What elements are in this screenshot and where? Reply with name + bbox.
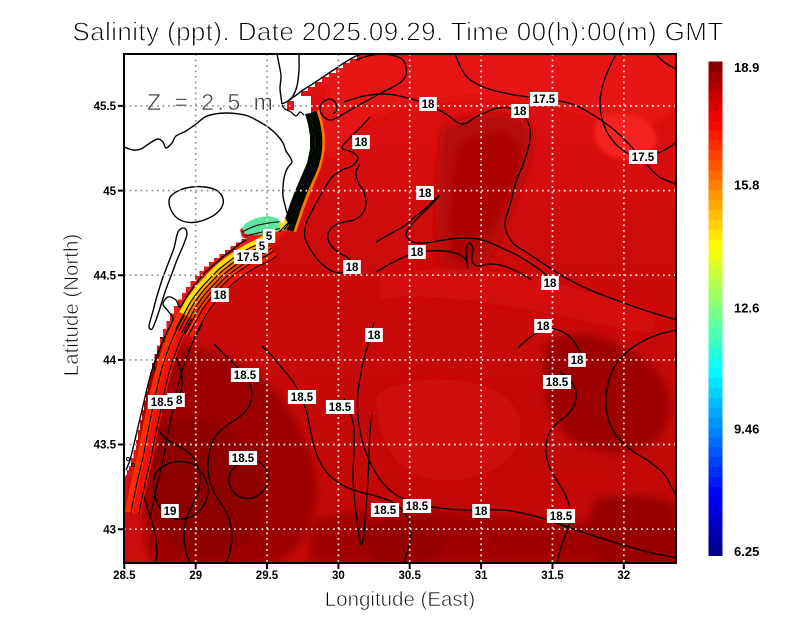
- svg-text:18: 18: [422, 99, 435, 111]
- svg-text:30.5: 30.5: [399, 570, 422, 582]
- svg-text:18.5: 18.5: [329, 402, 352, 414]
- svg-text:Latitude (North): Latitude (North): [60, 234, 83, 376]
- svg-text:32: 32: [617, 570, 630, 582]
- svg-text:28.5: 28.5: [113, 570, 136, 582]
- svg-text:18.5: 18.5: [232, 453, 255, 465]
- svg-text:44: 44: [103, 355, 116, 367]
- svg-text:44.5: 44.5: [94, 270, 117, 282]
- svg-text:43.5: 43.5: [94, 440, 117, 452]
- svg-text:17.5: 17.5: [237, 252, 260, 264]
- svg-text:5: 5: [259, 241, 266, 253]
- svg-text:18: 18: [571, 355, 584, 367]
- svg-text:45.5: 45.5: [94, 101, 117, 113]
- svg-text:Longitude (East): Longitude (East): [325, 588, 475, 611]
- svg-text:Z = 2.5 m: Z = 2.5 m: [147, 89, 276, 115]
- svg-text:17.5: 17.5: [533, 94, 556, 106]
- svg-text:29.5: 29.5: [256, 570, 279, 582]
- svg-text:6.25: 6.25: [734, 544, 759, 559]
- svg-text:15.8: 15.8: [734, 178, 759, 193]
- svg-text:18: 18: [419, 188, 432, 200]
- svg-text:9.46: 9.46: [734, 422, 759, 437]
- svg-text:45: 45: [103, 186, 116, 198]
- svg-text:18: 18: [544, 278, 557, 290]
- svg-text:18.9: 18.9: [734, 60, 759, 75]
- svg-text:30: 30: [332, 570, 345, 582]
- svg-text:18.5: 18.5: [550, 511, 573, 523]
- svg-text:18.5: 18.5: [406, 501, 429, 513]
- svg-text:18: 18: [514, 106, 527, 118]
- svg-text:12.6: 12.6: [734, 301, 759, 316]
- svg-text:18: 18: [411, 247, 424, 259]
- svg-text:18: 18: [355, 137, 368, 149]
- svg-text:18: 18: [346, 262, 359, 274]
- svg-text:5: 5: [266, 231, 273, 243]
- svg-text:18.5: 18.5: [151, 397, 174, 409]
- svg-text:18.5: 18.5: [234, 370, 257, 382]
- svg-text:18.5: 18.5: [291, 392, 314, 404]
- svg-text:29: 29: [189, 570, 202, 582]
- svg-text:18: 18: [537, 321, 550, 333]
- svg-text:Salinity (ppt). Date 2025.09.2: Salinity (ppt). Date 2025.09.29. Time 00…: [72, 17, 723, 47]
- svg-text:18: 18: [368, 330, 381, 342]
- svg-text:18: 18: [475, 506, 488, 518]
- svg-text:17.5: 17.5: [632, 152, 655, 164]
- svg-text:31.5: 31.5: [541, 570, 564, 582]
- svg-text:43: 43: [103, 524, 116, 536]
- svg-text:18.5: 18.5: [374, 505, 397, 517]
- svg-text:18.5: 18.5: [546, 377, 569, 389]
- svg-text:19: 19: [164, 506, 177, 518]
- svg-text:18: 18: [214, 290, 227, 302]
- svg-text:31: 31: [475, 570, 488, 582]
